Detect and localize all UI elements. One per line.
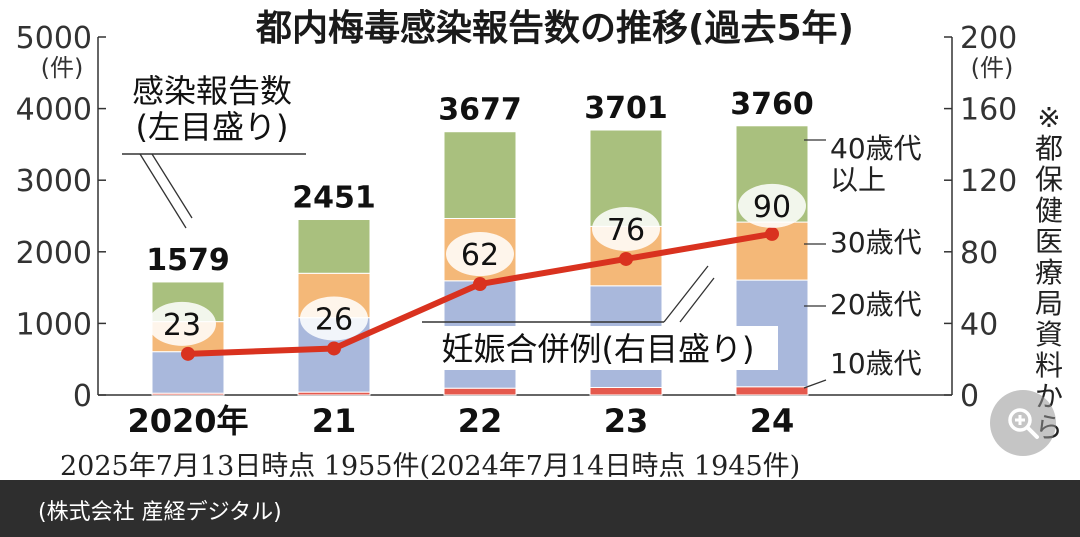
line-point (181, 346, 195, 361)
bar-total-label: 3701 (584, 91, 668, 126)
x-category-label: 24 (750, 402, 795, 440)
left-tick-label: 5000 (16, 21, 92, 56)
right-tick-label: 40 (960, 307, 998, 342)
chart-title: 都内梅毒感染報告数の推移(過去5年) (255, 8, 854, 49)
line-series-note-leader (663, 265, 709, 323)
left-tick-label: 3000 (16, 164, 92, 199)
footer-bar: (株式会社 産経デジタル) (0, 480, 1080, 537)
bar-series-note-leader (151, 153, 193, 219)
line-value-bg (738, 183, 806, 228)
line-value-bg (300, 296, 368, 341)
line-series-note-leader (679, 277, 715, 323)
line-value-label: 62 (461, 238, 499, 273)
series-leader-line (803, 379, 827, 389)
left-axis-unit: (件) (41, 54, 84, 82)
chart: 都内梅毒感染報告数の推移(過去5年)010002000300040005000(… (16, 8, 1018, 440)
line-value-label: 26 (315, 302, 353, 337)
line-point (765, 226, 779, 241)
right-tick-label: 200 (960, 21, 1017, 56)
bar-total-label: 3677 (438, 93, 522, 128)
series-label: 30歳代 (830, 226, 922, 259)
left-tick-label: 1000 (16, 307, 92, 342)
line-value-label: 76 (607, 213, 645, 248)
bar-segment (443, 131, 517, 220)
line-value-label: 23 (163, 308, 201, 343)
data-date-note: 2025年7月13日時点 1955件(2024年7月14日時点 1945件) (60, 451, 801, 482)
x-category-label: 2020年 (127, 402, 248, 440)
line-point (327, 341, 341, 356)
bar-series-note: 感染報告数(左目盛り) (132, 72, 292, 146)
left-tick-label: 4000 (16, 93, 92, 128)
bar-segment (589, 386, 663, 396)
line-series-note-bg (418, 326, 778, 370)
x-category-label: 23 (604, 402, 649, 440)
series-label: 40歳代以上 (830, 132, 922, 196)
chart-area: 都内梅毒感染報告数の推移(過去5年) 0 1000 2000 3000 4000 5000(… (15, 8, 1018, 440)
line-value-bg (592, 206, 660, 251)
left-tick-label: 0 (73, 379, 92, 414)
zoom-in-icon (1008, 408, 1039, 439)
right-tick-label: 160 (960, 93, 1017, 128)
bar-segment (297, 219, 371, 274)
line-point (619, 251, 633, 266)
bar-series-note-bg (118, 66, 308, 156)
x-category-label: 21 (312, 402, 357, 440)
x-category-label: 22 (458, 402, 503, 440)
bar-series-note-leader (139, 153, 187, 229)
right-axis-unit: (件) (971, 54, 1014, 82)
bar-segment (443, 387, 517, 396)
line-value-label: 90 (753, 190, 791, 225)
series-label: 20歳代 (830, 288, 922, 321)
right-tick-label: 0 (960, 379, 979, 414)
source-note: ※都保健医療局資料から (1034, 101, 1063, 443)
line-value-bg (446, 232, 514, 277)
bar-total-label: 3760 (730, 87, 814, 122)
right-tick-label: 120 (960, 164, 1017, 199)
line-point (473, 277, 487, 292)
zoom-in-button[interactable] (990, 390, 1056, 456)
line-value-bg (148, 301, 216, 346)
right-tick-label: 80 (960, 236, 998, 271)
left-tick-label: 2000 (16, 236, 92, 271)
bar-total-label: 1579 (146, 243, 230, 278)
bar-total-label: 2451 (292, 181, 376, 216)
series-label: 10歳代 (830, 347, 922, 380)
bar-segment (735, 386, 809, 396)
line-series-note: 妊娠合併例(右目盛り) (442, 330, 755, 368)
footer-credit: (株式会社 産経デジタル) (38, 500, 282, 525)
